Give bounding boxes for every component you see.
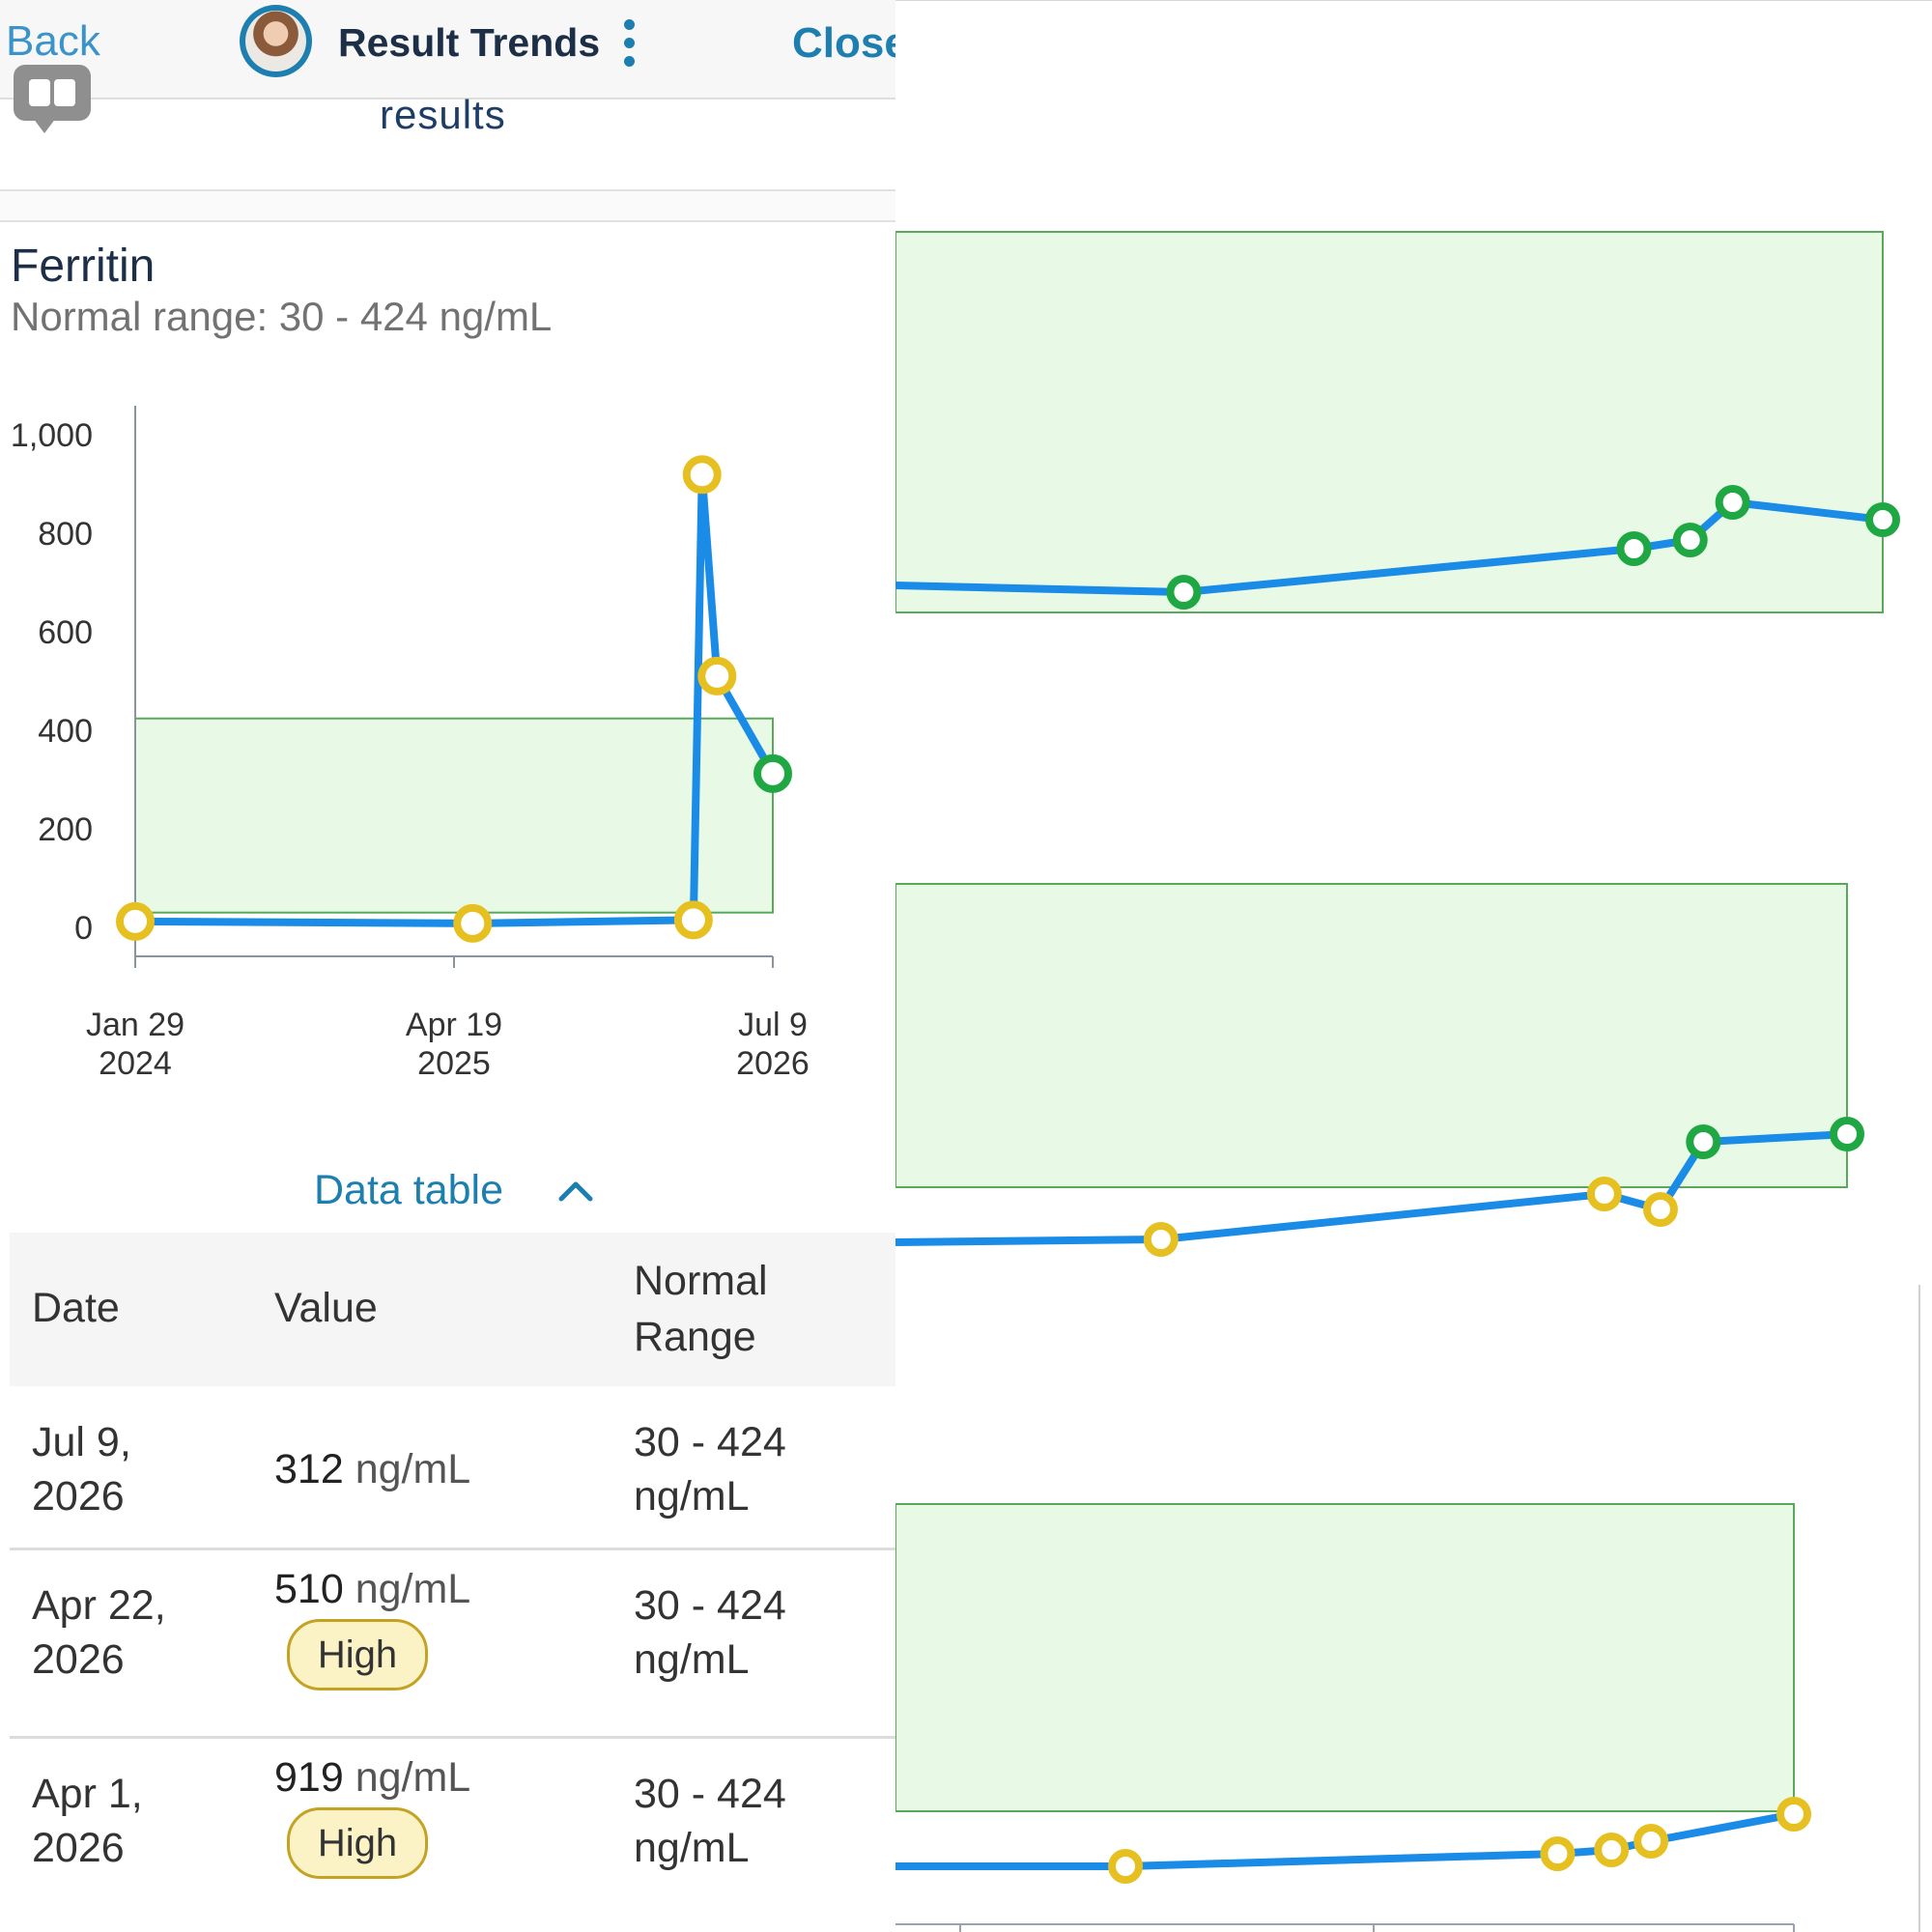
data-point — [1166, 575, 1202, 610]
table-row[interactable]: Apr 1, 2026 919 ng/mL High 30 - 424 ng/m… — [10, 1739, 895, 1932]
table-row[interactable]: Apr 22, 2026 510 ng/mL High 30 - 424 ng/… — [10, 1550, 895, 1739]
row-date-line2: 2026 — [32, 1825, 125, 1871]
row-range-line2: ng/mL — [634, 1473, 750, 1520]
header-range-line1: Normal — [634, 1258, 768, 1304]
data-point — [116, 901, 155, 941]
y-tick-label: 800 — [38, 516, 93, 553]
normal-range-band — [134, 717, 774, 914]
data-point — [753, 753, 792, 793]
avatar-photo — [245, 11, 306, 71]
data-point — [1143, 1222, 1179, 1257]
row-range-line2: ng/mL — [634, 1636, 750, 1683]
header-date: Date — [32, 1285, 120, 1331]
row-range-line1: 30 - 424 — [634, 1771, 786, 1817]
data-point — [1108, 1849, 1144, 1884]
header-range-line2: Range — [634, 1314, 756, 1360]
x-tick-label: Apr 19 — [406, 1007, 502, 1043]
x-tick-label: Jan 29 — [86, 1007, 185, 1043]
series-line — [895, 498, 1884, 596]
data-point — [453, 903, 493, 943]
row-date-line1: Apr 1, — [32, 1771, 143, 1817]
row-value: 312 ng/mL — [274, 1446, 471, 1492]
page-title: Result Trends — [338, 20, 601, 65]
row-value: 919 ng/mL — [274, 1754, 471, 1801]
data-point — [1642, 1192, 1678, 1227]
chat-icon[interactable] — [14, 65, 91, 134]
x-tick-label: 2026 — [736, 1045, 810, 1082]
y-tick-label: 0 — [74, 910, 93, 947]
row-date-line2: 2026 — [32, 1473, 125, 1520]
data-point — [1830, 1117, 1864, 1151]
back-button[interactable]: Back — [6, 17, 100, 65]
row-range-line2: ng/mL — [634, 1825, 750, 1871]
data-point — [1715, 485, 1750, 520]
row-date-line2: 2026 — [32, 1636, 125, 1683]
close-button[interactable]: Close — [792, 19, 895, 67]
row-range-line1: 30 - 424 — [634, 1582, 786, 1629]
left-panel: Back Result Trends Close results Ferriti… — [0, 0, 895, 1932]
status-badge: High — [287, 1807, 428, 1879]
data-point — [1865, 502, 1900, 537]
test-name: Ferritin — [11, 241, 156, 292]
x-tick-label: Jul 9 — [738, 1007, 808, 1043]
top-nav-bar: Back Result Trends Close — [0, 0, 895, 99]
normal-range-band — [895, 1503, 1795, 1812]
data-point — [673, 900, 713, 940]
more-options-icon[interactable] — [624, 19, 636, 68]
data-table: Date Value Normal Range Jul 9, 2026 312 … — [10, 1233, 895, 1932]
normal-range-band — [895, 231, 1884, 613]
normal-range-label: Normal range: 30 - 424 ng/mL — [11, 294, 553, 339]
data-point — [1594, 1833, 1630, 1867]
y-tick-label: 400 — [38, 713, 93, 750]
series-line — [895, 1810, 1795, 1870]
header-value: Value — [274, 1285, 378, 1331]
row-date-line1: Apr 22, — [32, 1582, 166, 1629]
table-row[interactable]: Jul 9, 2026 312 ng/mL 30 - 424 ng/mL — [10, 1386, 895, 1550]
y-tick-label: 600 — [38, 614, 93, 651]
y-tick-label: 200 — [38, 811, 93, 848]
row-range-line1: 30 - 424 — [634, 1419, 786, 1465]
user-avatar[interactable] — [240, 5, 312, 77]
data-point — [1634, 1824, 1669, 1859]
row-date-line1: Jul 9, — [32, 1419, 131, 1465]
data-point — [1776, 1797, 1811, 1832]
top-border — [895, 0, 1932, 1]
data-point — [1616, 531, 1652, 566]
section-divider — [0, 189, 895, 222]
x-tick-label: 2025 — [417, 1045, 491, 1082]
right-panel — [895, 0, 1932, 1932]
data-table-toggle[interactable]: Data table — [314, 1167, 504, 1213]
data-point — [1686, 1124, 1721, 1159]
status-badge: High — [287, 1619, 428, 1690]
trend-zoom-charts — [895, 231, 1920, 1932]
data-point — [682, 455, 722, 495]
row-value: 510 ng/mL — [274, 1566, 471, 1612]
data-point — [697, 656, 737, 696]
chevron-up-icon[interactable] — [557, 1179, 594, 1203]
results-heading: results — [380, 92, 506, 137]
table-header: Date Value Normal Range — [10, 1233, 895, 1386]
data-point — [1540, 1836, 1576, 1871]
y-tick-label: 1,000 — [11, 417, 93, 454]
data-point — [1586, 1177, 1622, 1211]
series-line — [895, 1130, 1848, 1246]
x-tick-label: 2024 — [99, 1045, 172, 1082]
data-point — [1672, 523, 1708, 557]
